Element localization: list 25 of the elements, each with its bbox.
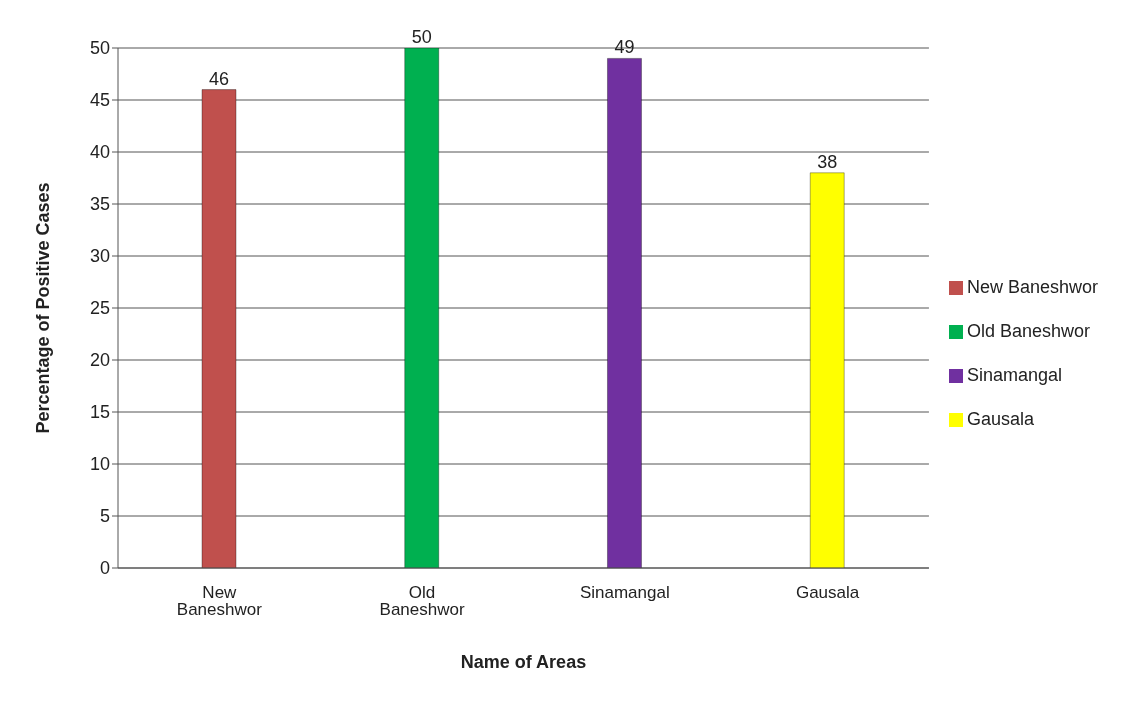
y-tick-label: 0 — [99, 558, 110, 579]
y-axis-title: Percentage of Positive Cases — [33, 182, 54, 434]
y-tick-label: 40 — [89, 142, 110, 163]
y-tick-label: 10 — [89, 454, 110, 475]
y-tick-label: 20 — [89, 350, 110, 371]
y-tick-label: 15 — [89, 402, 110, 423]
data-label: 49 — [614, 37, 635, 58]
y-tick-label: 45 — [89, 90, 110, 111]
y-tick-label: 25 — [89, 298, 110, 319]
y-tick-label: 50 — [89, 38, 110, 59]
y-tick-label: 5 — [99, 506, 110, 527]
x-tick-label: Gausala — [795, 583, 860, 603]
x-axis-title: Name of Areas — [460, 652, 587, 672]
x-tick-label: New Baneshwor — [176, 583, 263, 620]
x-tick-label: Old Baneshwor — [379, 583, 465, 620]
legend-label: New Baneshwor — [966, 277, 1098, 297]
data-label: 38 — [817, 151, 838, 172]
legend-label: Old Baneshwor — [966, 321, 1091, 341]
y-tick-label: 35 — [89, 194, 110, 215]
data-label: 46 — [208, 68, 230, 89]
legend-label: Sinamangal — [966, 365, 1062, 385]
x-tick-label: Sinamangal — [579, 583, 670, 603]
legend-label: Gausala — [966, 409, 1034, 429]
data-label: 50 — [411, 27, 432, 47]
y-tick-label: 30 — [89, 246, 110, 267]
